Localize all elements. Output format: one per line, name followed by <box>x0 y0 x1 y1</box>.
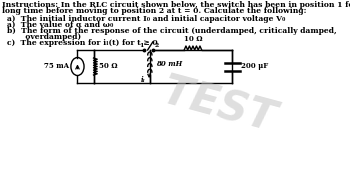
Text: 10 Ω: 10 Ω <box>184 35 202 43</box>
Text: a)  The value of α and ω₀: a) The value of α and ω₀ <box>7 21 114 29</box>
Text: a)  The initial inductor current I₀ and initial capacitor voltage V₀: a) The initial inductor current I₀ and i… <box>7 15 286 23</box>
Text: iₗ: iₗ <box>141 76 146 84</box>
Text: Instructions: In the RLC circuit shown below, the switch has been in position 1 : Instructions: In the RLC circuit shown b… <box>2 1 350 9</box>
Text: b)  The form of the response of the circuit (underdamped, critically damped,: b) The form of the response of the circu… <box>7 27 337 35</box>
Text: 2: 2 <box>154 43 159 48</box>
Text: 80 mH: 80 mH <box>156 59 183 67</box>
Text: 1: 1 <box>139 43 143 48</box>
Text: overdamped): overdamped) <box>7 33 82 41</box>
Text: TEST: TEST <box>158 71 280 141</box>
Text: c)  The expression for iₗ(t) for t ≥ 0: c) The expression for iₗ(t) for t ≥ 0 <box>7 39 158 47</box>
Text: 200 μF: 200 μF <box>241 62 268 70</box>
Text: 50 Ω: 50 Ω <box>99 62 118 70</box>
Text: 75 mA: 75 mA <box>44 62 69 70</box>
Text: long time before moving to position 2 at t = 0. Calculate the following:: long time before moving to position 2 at… <box>2 7 307 15</box>
